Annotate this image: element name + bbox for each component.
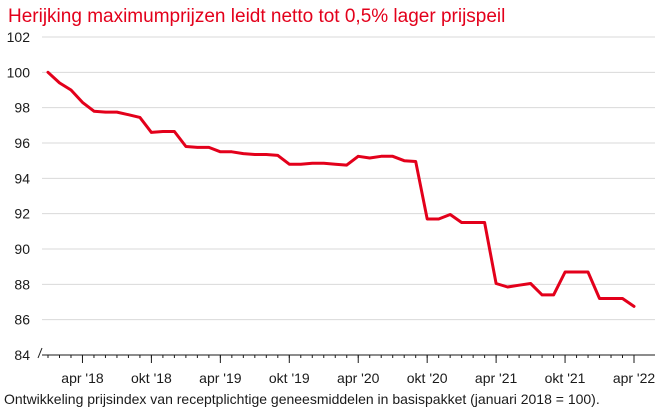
data-point: [575, 270, 578, 274]
data-point: [402, 159, 406, 162]
axis-break-mark: [37, 347, 43, 359]
data-point: [127, 113, 130, 116]
data-point: [357, 155, 360, 158]
y-tick-label-94: 94: [14, 170, 30, 186]
y-tick-label-88: 88: [14, 276, 30, 292]
data-point: [471, 221, 475, 224]
y-tick-label-92: 92: [14, 206, 30, 222]
data-point: [81, 101, 84, 104]
y-tick-label-84: 84: [14, 347, 30, 363]
y-tick-label-100: 100: [7, 64, 31, 80]
data-point: [46, 71, 50, 74]
y-tick-label-98: 98: [14, 100, 30, 116]
data-point: [311, 162, 314, 165]
data-point: [345, 163, 348, 167]
data-point: [276, 154, 280, 157]
data-point: [58, 81, 61, 85]
y-axis: 84 86 88 90 92 94 96 98 100 102: [7, 29, 43, 363]
data-point: [196, 146, 199, 149]
x-tick-label: apr '22: [613, 370, 656, 386]
x-tick-label: okt '19: [269, 370, 310, 386]
data-point: [563, 270, 567, 274]
data-point: [288, 163, 291, 166]
data-point: [483, 221, 486, 224]
x-tick-label: okt '21: [545, 370, 586, 386]
data-point: [104, 110, 107, 114]
data-point: [598, 297, 601, 300]
y-tick-label-102: 102: [7, 29, 31, 45]
series-layer: [46, 70, 636, 308]
y-tick-label-86: 86: [14, 312, 30, 328]
data-point: [69, 88, 73, 92]
x-tick-label: apr '19: [199, 370, 242, 386]
data-point: [150, 131, 153, 134]
data-point: [460, 221, 463, 224]
data-point: [425, 217, 429, 221]
data-point: [299, 163, 302, 166]
data-point: [161, 130, 165, 133]
data-point: [230, 150, 234, 154]
x-tick-label: apr '20: [337, 370, 380, 386]
data-point: [253, 153, 257, 156]
data-point: [609, 297, 613, 300]
data-point: [219, 150, 222, 154]
data-point: [494, 282, 498, 285]
y-tick-label-90: 90: [14, 241, 30, 257]
x-tick-label: apr '21: [475, 370, 518, 386]
data-point: [322, 162, 325, 165]
x-tick-label: okt '20: [407, 370, 448, 386]
data-point: [265, 153, 268, 156]
data-point: [437, 217, 440, 221]
chart-title: Herijking maximumprijzen leidt netto tot…: [8, 6, 506, 27]
data-point: [517, 284, 521, 287]
data-point: [173, 130, 176, 133]
data-point: [242, 152, 245, 155]
data-point: [391, 155, 394, 158]
data-point: [207, 146, 211, 149]
data-point: [632, 305, 636, 308]
series-line-0: [46, 70, 636, 308]
y-tick-label-96: 96: [14, 135, 30, 151]
data-point: [380, 155, 383, 158]
data-point: [184, 145, 188, 148]
data-point: [138, 116, 142, 119]
data-point: [621, 297, 624, 300]
data-point: [506, 285, 509, 289]
x-tick-label: okt '18: [131, 370, 172, 386]
data-point: [334, 163, 337, 166]
gridlines: [42, 36, 655, 321]
data-point: [368, 156, 371, 160]
data-point: [552, 293, 555, 297]
x-axis: apr '18 okt '18 apr '19 okt '19 apr '20 okt '…: [42, 354, 656, 386]
data-point: [540, 293, 544, 297]
data-point: [448, 213, 452, 216]
data-point: [115, 110, 119, 114]
chart-caption: Ontwikkeling prijsindex van receptplicht…: [4, 391, 600, 407]
data-point: [586, 270, 590, 274]
x-tick-label: apr '18: [61, 370, 104, 386]
data-point: [529, 282, 532, 285]
data-point: [414, 160, 417, 163]
data-point: [92, 110, 96, 113]
